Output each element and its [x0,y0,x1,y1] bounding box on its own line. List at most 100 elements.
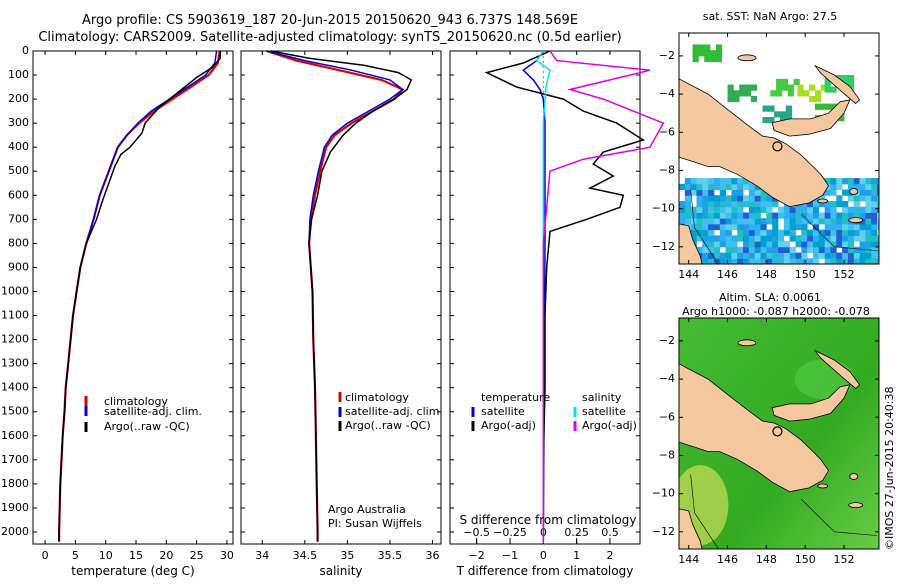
sst-pixel [809,96,816,103]
sla-map-frame [678,317,880,550]
y-tick-label: 1300 [1,357,29,370]
sst-pixel [772,252,779,259]
sst-pixel [704,44,711,51]
sst-pixel [713,178,721,185]
sst-pixel [877,189,879,196]
sst-pixel [715,44,723,51]
sst-pixel [684,212,692,219]
sst-pixel [696,189,703,196]
sst-pixel [787,90,794,97]
sst-pixel [679,212,686,219]
sst-pixel [781,78,789,86]
sst-pixel [842,206,849,213]
s-tick-label: −0.25 [493,526,527,539]
legend-label-t-satellite: satellite [481,405,525,418]
sst-pixel [877,235,879,242]
sst-pixel [739,90,746,97]
y-tick-label: 400 [8,140,29,153]
map-y-tick-label: −6 [659,125,675,138]
sst-pixel [708,235,715,242]
sst-pixel [743,223,750,231]
sst-pixel [778,235,785,242]
sst-pixel [807,246,814,254]
sst-pixel [847,229,855,236]
x-tick-label: 2 [607,549,614,562]
s-tick-label: 0.5 [601,526,619,539]
sst-pixel [778,252,785,259]
sst-pixel [795,206,802,213]
sst-pixel [871,258,878,264]
sst-pixel [692,50,699,57]
sst-pixel [702,195,709,202]
sst-pixel [684,201,692,208]
legend-label-climatology: climatology [345,391,409,404]
sst-pixel [853,246,860,254]
sst-pixel [774,111,781,118]
sst-pixel [772,241,779,248]
salinity-axis-label: salinity [319,564,362,578]
sst-pixel [836,212,843,219]
sst-pixel [795,223,802,231]
sst-pixel [859,195,866,202]
sst-pixel [830,206,837,213]
sst-pixel [702,212,709,219]
sst-pixel [871,189,878,196]
sst-pixel [725,246,732,254]
sst-pixel [824,235,831,242]
sst-pixel [748,218,756,225]
sst-pixel [877,252,879,259]
sst-pixel [679,201,686,208]
sst-pixel [826,103,833,110]
sst-pixel [754,241,761,248]
sst-pixel [778,241,785,248]
sst-pixel [871,206,878,213]
sst-pixel [818,218,826,225]
sst-pixel [865,241,872,248]
y-tick-label: 300 [8,116,29,129]
sst-pixel [842,201,849,208]
map-x-tick-label: 146 [717,268,738,281]
small-island [848,502,864,508]
sst-pixel [690,206,697,213]
sst-pixel [847,241,855,248]
sst-pixel [847,252,855,259]
temperature-axis-label: temperature (deg C) [71,564,194,578]
sst-pixel [830,178,837,185]
sst-pixel [725,195,732,202]
x-tick-label: 34.5 [293,549,318,562]
sst-pixel [770,90,777,97]
sst-pixel [865,252,872,259]
sst-pixel [778,229,785,236]
sst-pixel [853,235,860,242]
s-tick-label: −0.5 [463,526,490,539]
sst-pixel [859,241,866,248]
sst-pixel [708,246,715,254]
sst-pixel [789,206,796,213]
sst-pixel [824,212,831,219]
sst-pixel [830,86,837,93]
sst-pixel [865,178,872,185]
sst-pixel [836,178,843,185]
salinity-legend: climatology satellite-adj. clim. Argo(..… [328,391,443,530]
sst-pixel [772,229,779,236]
sst-pixel [812,252,820,259]
map-y-tick-label: −4 [659,87,675,100]
manus-island [737,54,757,62]
sst-pixel [853,252,860,259]
map-x-tick-label: 148 [756,553,777,566]
sst-pixel [793,78,800,86]
sst-pixel [731,201,738,208]
sst-pixel [754,229,761,236]
series-line-climatology [266,49,405,542]
sst-pixel [708,195,715,202]
sst-pixel [865,206,872,213]
sst-pixel [824,178,831,185]
sst-pixel [743,183,750,191]
sst-pixel [696,218,703,225]
y-tick-label: 700 [8,212,29,225]
sst-pixel [702,178,709,185]
argo-float-marker [772,141,783,152]
sst-pixel [713,246,721,254]
sst-pixel [853,183,860,191]
sst-pixel [766,258,773,264]
